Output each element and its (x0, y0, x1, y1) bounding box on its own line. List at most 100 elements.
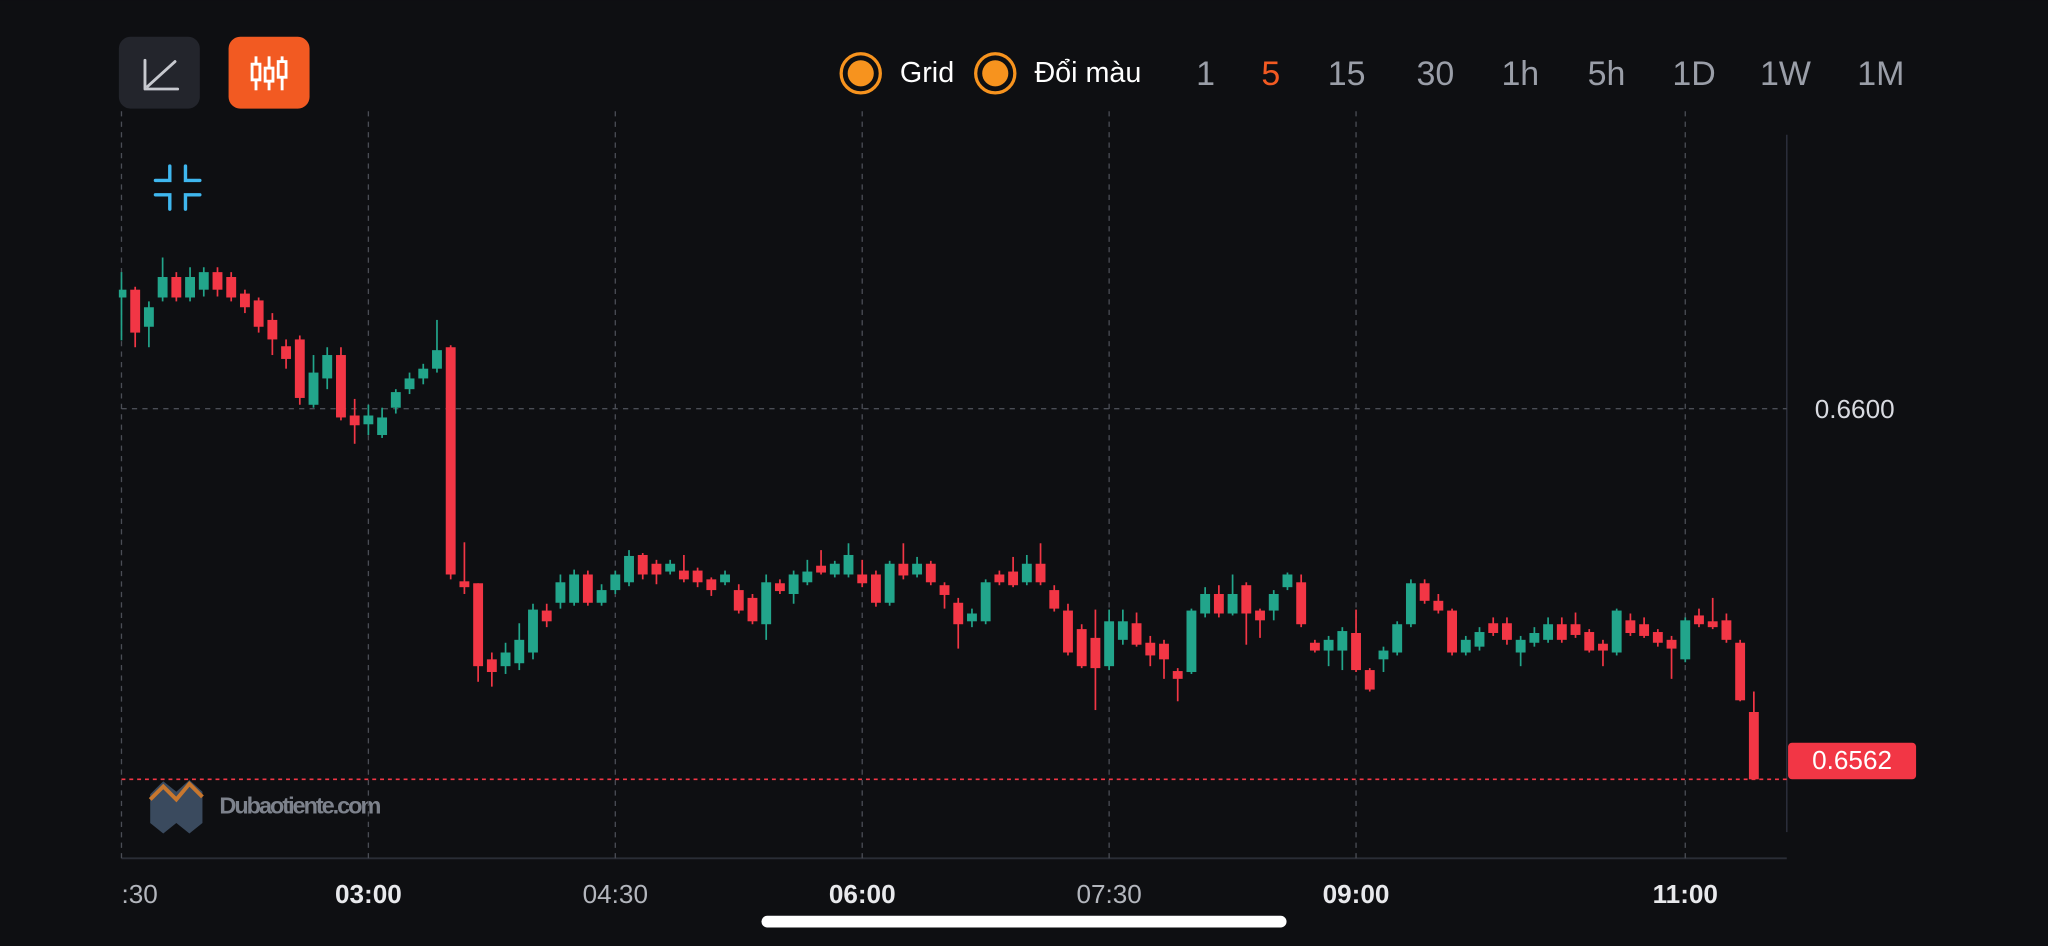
candle-body (1255, 610, 1265, 621)
candle-body (1748, 712, 1759, 780)
home-indicator (761, 915, 1287, 928)
candle-body (1035, 563, 1046, 583)
candle-body (377, 417, 388, 436)
timeframe[interactable]: 1W (1760, 55, 1811, 93)
timeframe[interactable]: 5 (1261, 55, 1280, 93)
x-tick-label: 09:00 (1323, 879, 1390, 909)
candle-body (829, 563, 840, 575)
candle-body (1364, 670, 1375, 690)
candle-body (610, 574, 621, 591)
candle-body (1625, 620, 1636, 634)
candle-body (1735, 642, 1746, 701)
candle-chart-button[interactable] (228, 36, 310, 109)
candle-body (939, 585, 950, 595)
x-tick-label: :30 (121, 879, 157, 909)
toggle-radio[interactable] (974, 52, 1017, 95)
candle-body (912, 563, 923, 575)
candle-body (1392, 624, 1403, 653)
candle-body (994, 574, 1005, 583)
timeframe[interactable]: 30 (1417, 55, 1455, 93)
candle-body (1639, 624, 1650, 636)
candle-body (1296, 582, 1307, 625)
candle-body (761, 582, 772, 625)
toggle-radio[interactable] (839, 52, 882, 95)
candle-body (445, 347, 456, 575)
timeframe[interactable]: 5h (1588, 55, 1626, 93)
candle-body (1460, 639, 1471, 653)
candle-body (857, 574, 868, 584)
timeframe[interactable]: 1 (1196, 55, 1215, 93)
candle-body (1666, 639, 1677, 649)
candle-body (1474, 632, 1485, 647)
candle-body (774, 583, 785, 592)
x-tick-label: 11:00 (1653, 879, 1718, 909)
candle-body (171, 277, 182, 298)
compress-icon[interactable] (153, 164, 202, 211)
candle-body (336, 355, 346, 418)
toggle-label[interactable]: Grid (900, 57, 954, 89)
candle-body (1213, 593, 1224, 614)
line-chart-button[interactable] (118, 36, 200, 109)
candle-body (253, 300, 264, 327)
timeframe[interactable]: 1D (1672, 55, 1715, 93)
candle-body (281, 346, 292, 359)
candle-body (1200, 593, 1211, 614)
candle-body (596, 590, 607, 603)
candle-body (1680, 620, 1691, 660)
candle-body (198, 272, 209, 290)
x-tick-label: 06:00 (829, 879, 896, 909)
candle-body (1241, 585, 1252, 614)
candle-body (1570, 624, 1581, 635)
candle-body (555, 582, 566, 603)
candle-body (843, 554, 854, 575)
candle-body (1104, 621, 1115, 667)
toggle-radio-dot[interactable] (982, 60, 1009, 87)
candle-body (1117, 621, 1128, 640)
candle-body (953, 602, 964, 625)
timeframe[interactable]: 1h (1501, 55, 1539, 93)
candle-body (541, 610, 552, 622)
candle-body (1008, 571, 1019, 586)
candle-body (514, 639, 525, 664)
toggle-label[interactable]: Đổi màu (1034, 57, 1141, 89)
y-tick-label: 0.6600 (1815, 394, 1895, 424)
candle-body (1351, 633, 1361, 671)
candle-body (1159, 643, 1169, 660)
timeframe[interactable]: 1M (1857, 55, 1904, 93)
candle-body (118, 289, 127, 298)
candle-body (692, 570, 703, 583)
candle-body (624, 555, 634, 583)
candle-body (1323, 639, 1334, 651)
candle-body (1186, 610, 1197, 673)
candles (118, 257, 1759, 780)
candle-body (1502, 623, 1512, 640)
candle-body (1268, 593, 1279, 611)
candle-body (473, 583, 484, 667)
candle-body (1021, 563, 1032, 583)
candle-body (898, 563, 909, 576)
candle-body (459, 581, 470, 588)
watermark-logo (148, 779, 204, 834)
candle-body (1076, 629, 1087, 667)
candle-body (706, 579, 717, 591)
candle-body (637, 554, 648, 575)
candle-body (1282, 574, 1293, 588)
candle-body (1721, 620, 1732, 640)
candle-body (967, 613, 977, 622)
candle-body (1172, 671, 1183, 679)
candle-body (349, 415, 360, 426)
candle-body (1145, 642, 1156, 656)
candle-body (802, 571, 813, 583)
candle-body (363, 415, 374, 425)
candle-body (747, 597, 758, 622)
candle-body (980, 582, 991, 622)
timeframe[interactable]: 15 (1328, 55, 1366, 93)
candle-body (582, 574, 593, 603)
candle-body (432, 350, 442, 369)
candle-body (1063, 610, 1073, 653)
toggle-radio-dot[interactable] (847, 60, 874, 87)
candle-body (1227, 593, 1238, 614)
candle-body (418, 368, 429, 379)
